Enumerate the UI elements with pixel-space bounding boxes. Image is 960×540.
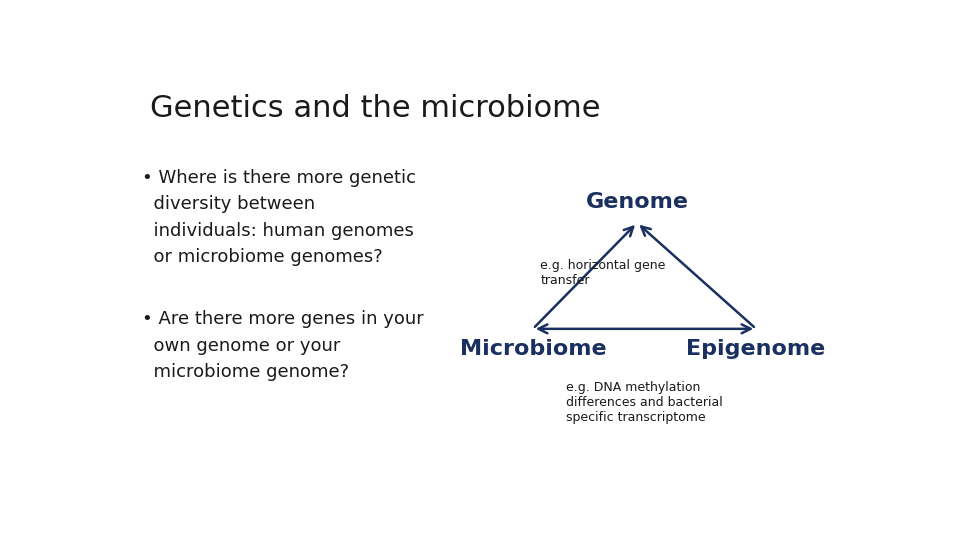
Text: Microbiome: Microbiome xyxy=(460,339,606,359)
Text: Genetics and the microbiome: Genetics and the microbiome xyxy=(150,94,600,123)
Text: Genome: Genome xyxy=(586,192,688,212)
Text: • Are there more genes in your
  own genome or your
  microbiome genome?: • Are there more genes in your own genom… xyxy=(142,310,424,381)
Text: Epigenome: Epigenome xyxy=(686,339,826,359)
Text: • Where is there more genetic
  diversity between
  individuals: human genomes
 : • Where is there more genetic diversity … xyxy=(142,168,417,266)
Text: e.g. DNA methylation
differences and bacterial
specific transcriptome: e.g. DNA methylation differences and bac… xyxy=(566,381,723,424)
Text: e.g. horizontal gene
transfer: e.g. horizontal gene transfer xyxy=(540,259,665,287)
